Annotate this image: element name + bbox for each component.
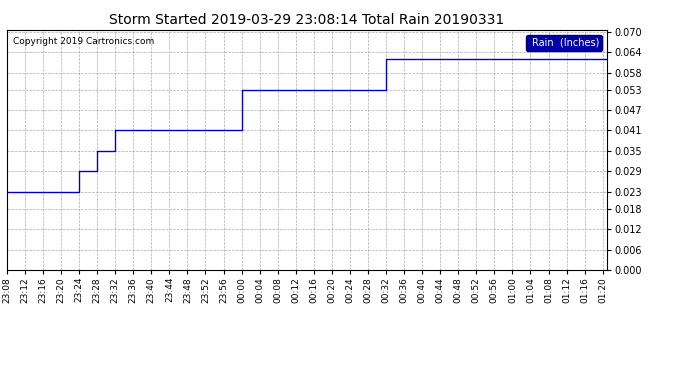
Title: Storm Started 2019-03-29 23:08:14 Total Rain 20190331: Storm Started 2019-03-29 23:08:14 Total … — [110, 13, 504, 27]
Legend: Rain  (Inches): Rain (Inches) — [526, 35, 602, 51]
Text: Copyright 2019 Cartronics.com: Copyright 2019 Cartronics.com — [13, 37, 154, 46]
